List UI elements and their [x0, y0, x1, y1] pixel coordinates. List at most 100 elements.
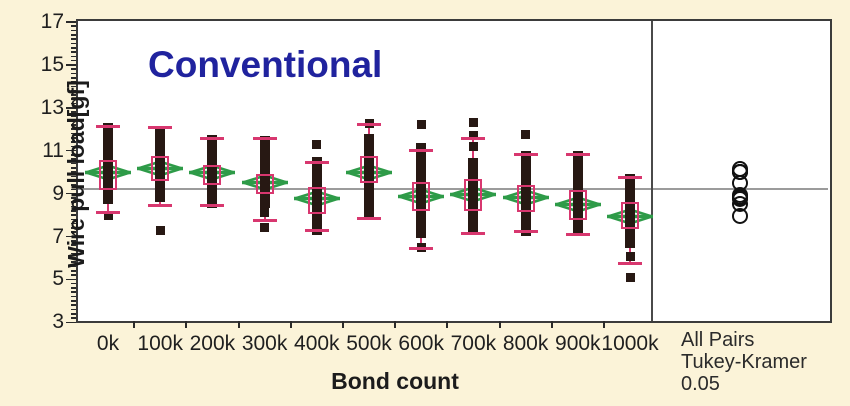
outlier-point: [103, 210, 113, 220]
data-column: [468, 158, 479, 235]
whisker-cap: [513, 229, 538, 233]
whisker-cap: [461, 137, 486, 141]
y-tick-label: 9: [52, 181, 64, 205]
annotation-line-2: Tukey-Kramer: [681, 351, 807, 373]
y-minor-tick: [71, 94, 76, 96]
y-minor-tick: [71, 197, 76, 199]
y-minor-tick: [71, 317, 76, 319]
x-boundary-tick: [133, 321, 136, 328]
whisker-cap: [252, 218, 277, 222]
x-boundary-tick: [498, 321, 501, 328]
y-tick-label: 3: [52, 310, 64, 334]
box-glyph: [99, 160, 117, 191]
x-boundary-tick: [602, 321, 605, 328]
y-minor-tick: [71, 59, 76, 62]
y-minor-tick: [71, 46, 76, 49]
whisker-cap: [618, 261, 642, 265]
y-major-tick: [66, 278, 76, 281]
y-minor-tick: [71, 137, 76, 139]
whisker-cap: [461, 231, 486, 235]
x-boundary-tick: [394, 321, 397, 328]
x-tick-label: 400k: [294, 332, 340, 355]
y-minor-tick: [71, 81, 76, 83]
y-minor-tick: [71, 252, 76, 255]
y-minor-tick: [71, 205, 76, 208]
y-major-tick: [66, 235, 76, 238]
x-tick-label: 0k: [96, 332, 120, 355]
y-minor-tick: [71, 214, 76, 216]
x-tick-label: 900k: [555, 332, 601, 355]
y-minor-tick: [71, 171, 76, 173]
whisker-cap: [200, 137, 225, 141]
y-minor-tick: [71, 145, 76, 148]
annotation-line-3: 0.05: [681, 373, 720, 395]
y-minor-tick: [71, 98, 76, 100]
y-minor-tick: [71, 68, 76, 70]
x-tick-label: 200k: [189, 332, 236, 355]
outlier-point: [416, 120, 426, 130]
y-minor-tick: [71, 201, 76, 203]
y-minor-tick: [71, 158, 76, 161]
y-tick-label: 17: [40, 10, 64, 33]
grand-mean-line: [78, 188, 828, 191]
y-tick-label: 7: [52, 224, 64, 248]
box-glyph: [151, 156, 170, 181]
y-minor-tick: [71, 102, 76, 105]
whisker-cap: [304, 228, 329, 232]
y-minor-tick: [71, 304, 76, 306]
data-column: [625, 174, 635, 249]
x-tick-label: 700k: [450, 332, 497, 355]
y-minor-tick: [71, 25, 76, 28]
y-minor-tick: [71, 244, 76, 246]
y-axis-title: Wire pull load[gf]: [63, 80, 89, 268]
outlier-point: [468, 131, 478, 141]
box-glyph: [412, 181, 431, 211]
whisker-cap: [148, 125, 173, 129]
comparison-circle: [732, 164, 748, 181]
y-minor-tick: [71, 184, 76, 186]
data-column: [311, 157, 322, 236]
x-boundary-tick: [550, 321, 553, 328]
box-glyph: [621, 202, 639, 229]
data-column: [207, 134, 218, 208]
whisker-cap: [304, 160, 329, 164]
outlier-point: [468, 141, 478, 151]
x-boundary-tick: [185, 321, 188, 328]
y-minor-tick: [71, 42, 76, 45]
y-minor-tick: [71, 295, 76, 298]
y-minor-tick: [71, 239, 76, 242]
y-minor-tick: [71, 209, 76, 212]
x-tick-label: 300k: [241, 332, 288, 355]
annotation-line-1: All Pairs: [681, 329, 755, 351]
y-minor-tick: [71, 282, 76, 285]
outlier-point: [155, 225, 165, 235]
panel-separator: [651, 21, 653, 321]
y-minor-tick: [71, 308, 76, 311]
box-glyph: [307, 187, 326, 214]
whisker-cap: [96, 124, 120, 128]
box-glyph: [203, 164, 222, 186]
y-minor-tick: [71, 179, 76, 182]
y-minor-tick: [71, 162, 76, 165]
box-glyph: [360, 156, 378, 183]
y-minor-tick: [71, 89, 76, 92]
y-minor-tick: [71, 38, 76, 40]
whisker-cap: [148, 203, 173, 207]
x-boundary-tick: [446, 321, 449, 328]
y-minor-tick: [71, 72, 76, 75]
data-column: [520, 150, 531, 237]
comparison-annotation: All Pairs Tukey-Kramer 0.05: [681, 329, 807, 395]
y-minor-tick: [71, 124, 76, 126]
y-minor-tick: [71, 218, 76, 221]
y-minor-tick: [71, 222, 76, 225]
y-minor-tick: [71, 85, 76, 88]
whisker-cap: [618, 176, 642, 179]
y-tick-label: 13: [40, 95, 64, 119]
whisker-cap: [565, 232, 590, 236]
y-minor-tick: [71, 76, 76, 79]
x-tick-label: 800k: [502, 332, 549, 355]
x-tick-label: 500k: [346, 332, 392, 355]
y-minor-tick: [71, 231, 76, 233]
